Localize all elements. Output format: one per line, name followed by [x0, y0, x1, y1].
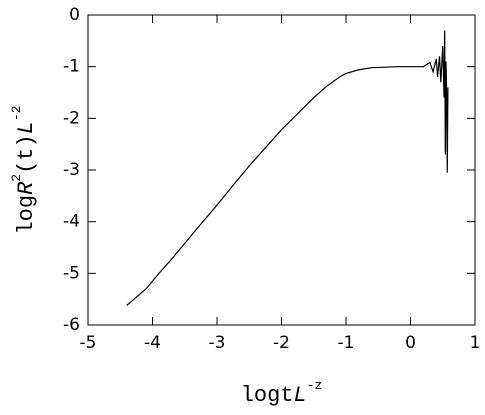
ylabel: logR2(t)L-2: [9, 105, 38, 234]
x-tick-label: 1: [470, 333, 481, 353]
x-tick-label: -1: [338, 333, 355, 353]
xlabel-part: L: [294, 383, 307, 408]
x-tick-label: -4: [144, 333, 161, 353]
xlabel-part: logt: [241, 383, 294, 408]
ylabel-part: R: [14, 181, 39, 195]
xlabel: logtL-z: [241, 378, 323, 407]
y-tick-label: -6: [63, 315, 80, 335]
data-line: [126, 30, 449, 306]
x-tick-label: -2: [273, 333, 290, 353]
y-tick-label: -2: [63, 108, 80, 128]
ylabel-part: (t): [14, 134, 39, 174]
ylabel-part: -2: [9, 105, 24, 121]
y-tick-label: 0: [69, 5, 80, 25]
x-tick-label: -3: [209, 333, 226, 353]
ylabel-part: L: [14, 121, 39, 134]
xlabel-part: -z: [307, 378, 323, 393]
y-tick-label: -4: [63, 212, 80, 232]
y-tick-label: -5: [63, 263, 80, 283]
x-tick-label: -5: [80, 333, 97, 353]
y-tick-label: -3: [63, 160, 80, 180]
y-tick-label: -1: [63, 57, 80, 77]
x-tick-label: 0: [405, 333, 416, 353]
ylabel-part: 2: [9, 174, 24, 182]
plot-frame: [87, 14, 476, 326]
ylabel-part: log: [14, 195, 39, 235]
